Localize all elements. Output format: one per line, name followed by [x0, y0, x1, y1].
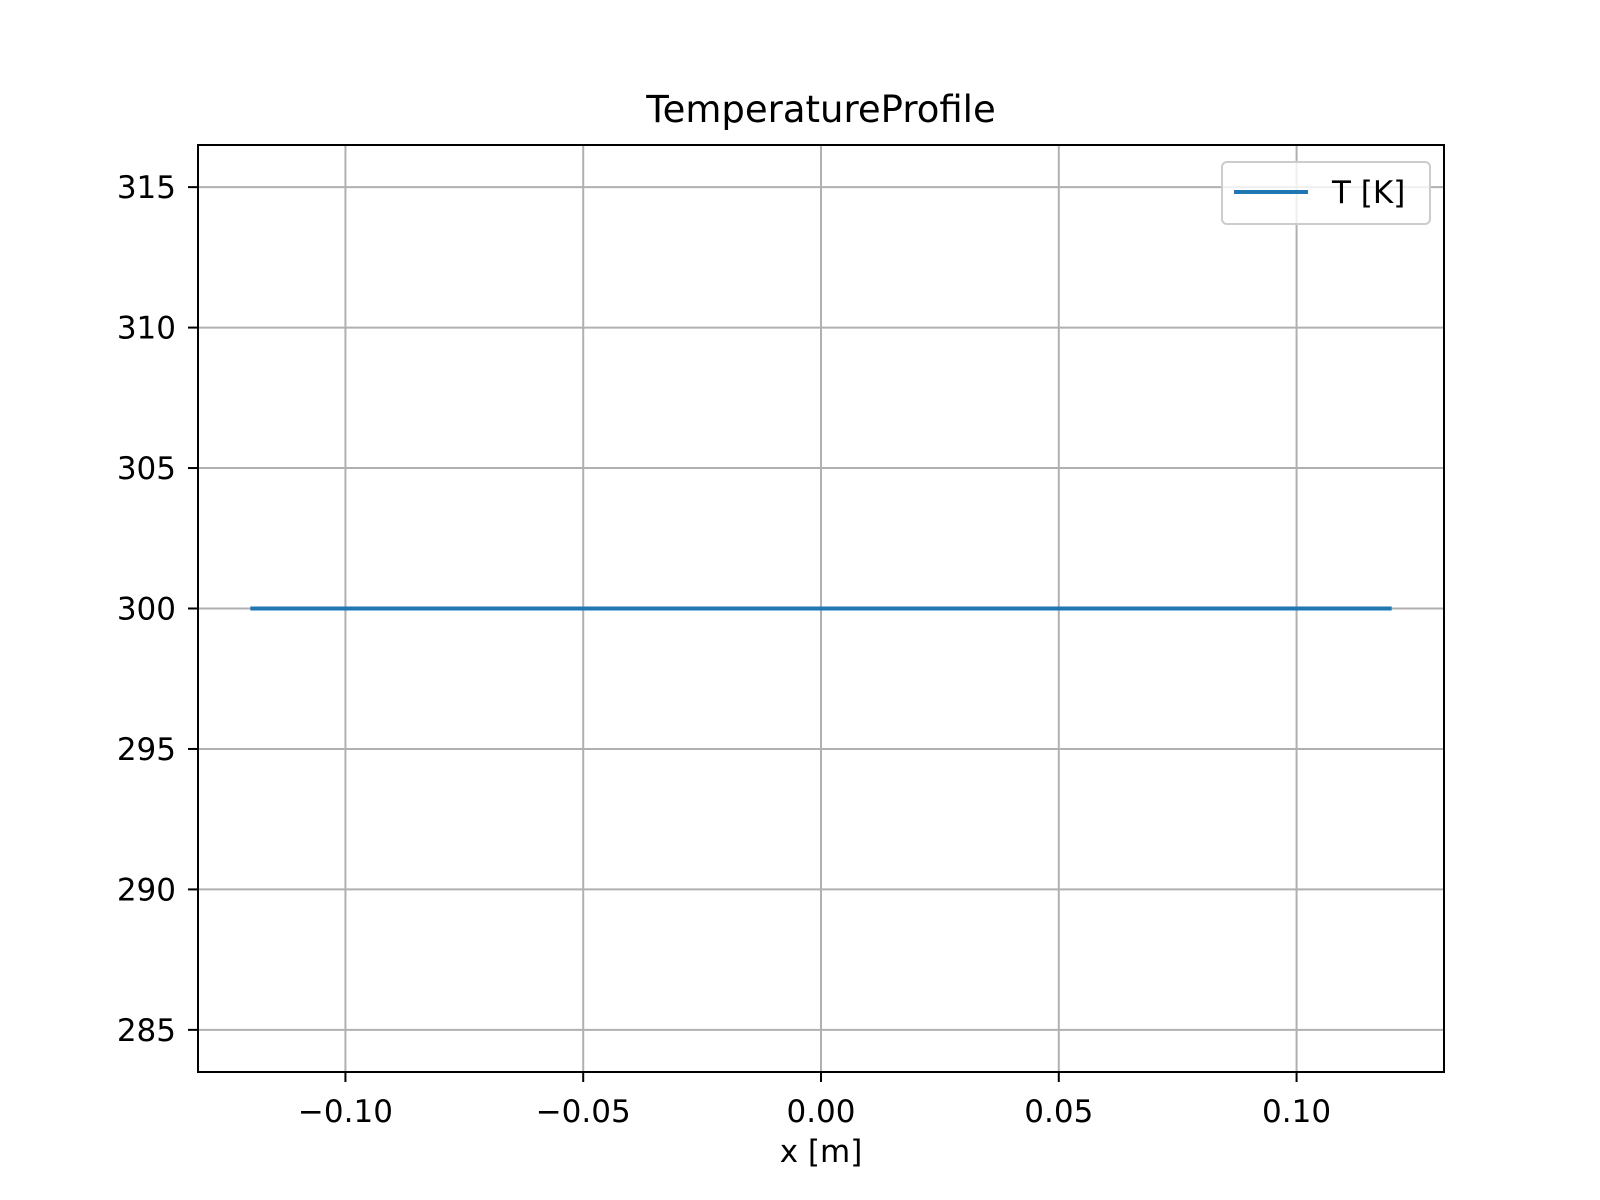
x-tick-label: 0.00 — [786, 1094, 855, 1130]
x-axis-label: x [m] — [780, 1134, 863, 1170]
x-tick-label: −0.05 — [536, 1094, 631, 1130]
x-tick-label: 0.05 — [1024, 1094, 1093, 1130]
y-axis-ticks: 285 290 295 300 305 310 315 — [117, 170, 198, 1049]
y-tick-label: 315 — [117, 170, 176, 206]
legend: T [K] — [1221, 161, 1431, 225]
x-tick-label: −0.10 — [298, 1094, 393, 1130]
y-tick-label: 300 — [117, 592, 176, 628]
legend-label: T [K] — [1331, 175, 1405, 211]
y-tick-label: 295 — [117, 732, 176, 768]
chart-title: TemperatureProfile — [645, 88, 995, 131]
x-axis-ticks: −0.10 −0.05 0.00 0.05 0.10 — [298, 1072, 1331, 1130]
y-tick-label: 285 — [117, 1013, 176, 1049]
y-tick-label: 290 — [117, 872, 176, 908]
x-tick-label: 0.10 — [1262, 1094, 1331, 1130]
y-tick-label: 310 — [117, 311, 176, 347]
y-tick-label: 305 — [117, 451, 176, 487]
legend-box — [1221, 161, 1431, 225]
